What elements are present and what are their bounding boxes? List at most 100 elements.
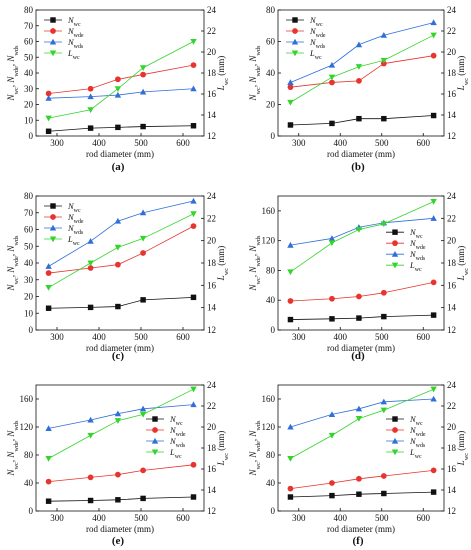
panel-caption: (e) xyxy=(112,535,125,547)
data-point-Nwde xyxy=(329,79,335,86)
y-right-tick-label: 22 xyxy=(447,26,456,36)
y-right-tick-label: 20 xyxy=(447,236,457,246)
y-left-tick-label: 60 xyxy=(24,37,34,47)
legend-marker xyxy=(152,427,158,433)
x-axis-label: rod diameter (mm) xyxy=(86,524,154,534)
data-point-Nwc xyxy=(329,120,335,127)
data-point-Nwc xyxy=(45,128,52,134)
y-right-tick-label: 22 xyxy=(207,401,216,411)
data-point-Nwde xyxy=(287,84,294,91)
data-point-Nwds xyxy=(328,235,336,241)
series-line-Nwde xyxy=(290,55,434,88)
data-point-Nwds xyxy=(87,93,94,100)
data-point-Nwc xyxy=(87,304,94,311)
data-point-Nwde xyxy=(140,71,146,78)
series-line-Nwde xyxy=(48,464,194,482)
y-left-tick-label: 10 xyxy=(24,115,34,125)
y-left-tick-label: 20 xyxy=(266,100,276,110)
y-left-tick-label: 70 xyxy=(24,21,34,31)
data-point-Nwds xyxy=(430,19,437,26)
legend-entry: Nwc xyxy=(67,15,81,28)
legend-marker xyxy=(49,38,57,45)
panel-caption: (d) xyxy=(351,350,365,362)
data-point-Nwc xyxy=(356,115,362,122)
x-tick-label: 500 xyxy=(375,332,389,342)
y-right-tick-label: 12 xyxy=(447,131,456,141)
data-point-Nwc xyxy=(381,115,387,122)
legend-entry: Nwds xyxy=(169,436,186,449)
data-point-Lwc xyxy=(190,386,197,393)
data-point-Nwde xyxy=(140,467,146,474)
legend-marker xyxy=(49,50,57,57)
y-right-tick-label: 16 xyxy=(447,89,457,99)
data-point-Lwc xyxy=(114,86,122,92)
data-point-Nwde xyxy=(329,295,335,302)
legend-entry: Nwde xyxy=(409,425,426,438)
y-right-tick-label: 24 xyxy=(207,5,217,15)
y-left-tick-label: 40 xyxy=(266,68,276,78)
series-line-Nwc xyxy=(48,296,194,309)
data-point-Nwc xyxy=(356,491,362,497)
data-point-Nwc xyxy=(287,494,294,500)
legend-marker xyxy=(392,427,398,433)
data-point-Nwde xyxy=(430,52,437,59)
data-point-Nwds xyxy=(355,405,363,412)
data-point-Nwde xyxy=(115,471,121,478)
panel-caption: (f) xyxy=(353,535,364,547)
series-line-Nwc xyxy=(290,115,434,126)
series-line-Nwc xyxy=(290,314,434,320)
y-right-tick-label: 20 xyxy=(207,236,217,246)
data-point-Lwc xyxy=(430,32,437,39)
x-tick-label: 300 xyxy=(50,138,64,148)
data-point-Nwc xyxy=(430,112,437,119)
plot-frame xyxy=(35,9,205,137)
legend-entry: Nwde xyxy=(169,425,186,438)
data-point-Nwds xyxy=(380,398,388,405)
data-point-Nwde xyxy=(287,485,294,492)
legend-marker xyxy=(50,203,56,209)
data-point-Nwds xyxy=(45,95,52,101)
y-right-tick-label: 14 xyxy=(207,303,217,313)
x-tick-label: 400 xyxy=(334,513,348,523)
legend-entry: Lwc xyxy=(67,234,80,247)
x-tick-label: 400 xyxy=(92,332,106,342)
chart-panel-3: 300 400 500 600 0 10 20 30 40 50 60 70 80 12 14 16 18 20 2… xyxy=(6,191,230,362)
y-right-tick-label: 12 xyxy=(207,325,216,335)
data-point-Nwc xyxy=(381,490,387,497)
data-point-Nwc xyxy=(115,124,121,131)
data-point-Nwde xyxy=(287,298,294,304)
data-point-Nwds xyxy=(355,41,363,48)
data-point-Lwc xyxy=(45,455,52,462)
x-tick-label: 500 xyxy=(134,332,148,342)
legend-marker xyxy=(392,240,398,247)
y-left-tick-label: 0 xyxy=(29,131,34,141)
data-point-Nwds xyxy=(114,410,122,417)
data-point-Nwde xyxy=(190,62,197,69)
data-point-Nwc xyxy=(45,498,52,504)
panel-caption: (c) xyxy=(112,350,125,362)
y-right-tick-label: 24 xyxy=(447,380,457,390)
data-point-Nwds xyxy=(430,395,437,402)
data-point-Lwc xyxy=(139,411,147,418)
y-right-axis-label: Lwc (mm) xyxy=(216,431,230,467)
chart-panel-2: 300 400 500 600 0 20 40 60 80 12 14 16 18 20 22 24 rod d… xyxy=(248,5,470,173)
series-line-Nwc xyxy=(290,491,434,498)
data-point-Lwc xyxy=(45,115,52,122)
data-point-Lwc xyxy=(287,455,294,462)
legend-entry: Nwc xyxy=(309,15,323,28)
data-point-Lwc xyxy=(139,235,147,242)
legend-marker xyxy=(152,416,158,422)
data-point-Nwds xyxy=(287,241,294,248)
y-left-tick-label: 40 xyxy=(24,258,34,268)
data-point-Nwc xyxy=(287,316,294,323)
data-point-Nwds xyxy=(45,425,52,431)
y-left-tick-label: 80 xyxy=(24,191,34,201)
series-line-Nwde xyxy=(290,470,434,489)
legend-entry: Lwc xyxy=(169,447,182,460)
y-right-tick-label: 22 xyxy=(207,213,216,223)
y-left-tick-label: 20 xyxy=(24,292,34,302)
y-left-tick-label: 10 xyxy=(24,308,34,318)
x-tick-label: 500 xyxy=(134,513,148,523)
legend-marker xyxy=(50,28,56,34)
legend-entry: Nwde xyxy=(409,238,426,251)
